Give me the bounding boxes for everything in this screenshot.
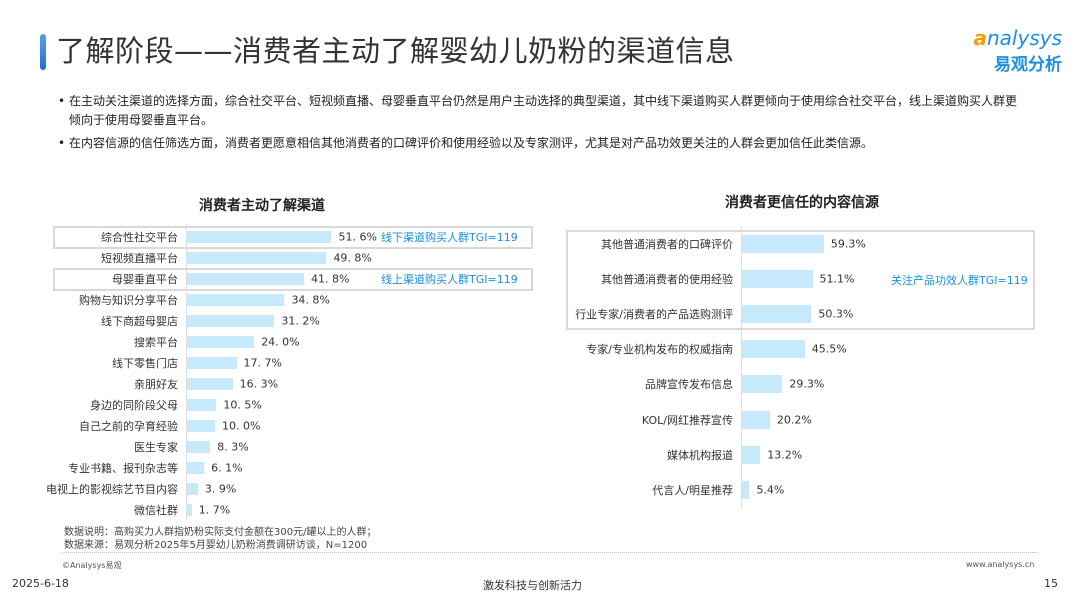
value-label: 20.2% (776, 413, 812, 426)
value-label: 59.3% (830, 237, 866, 251)
bar (742, 480, 750, 499)
category-label: 身边的同阶段父母 (90, 399, 178, 412)
y-axis-line (186, 224, 187, 520)
title-accent-bar (40, 34, 46, 70)
category-label: 自己之前的孕育经验 (79, 420, 178, 433)
value-label: 51.1% (819, 272, 855, 286)
category-label: 其他普通消费者的口碑评价 (601, 238, 733, 251)
value-label: 10. 0% (222, 419, 261, 433)
category-label: 其他普通消费者的使用经验 (601, 273, 733, 287)
category-label: 短视频直播平台 (101, 252, 178, 265)
bar (742, 235, 824, 253)
value-label: 24. 0% (261, 335, 300, 349)
category-label: 媒体机构报道 (667, 448, 733, 462)
bar (187, 252, 327, 264)
data-source: 数据来源：易观分析2025年5月婴幼儿奶粉消费调研访谈，N=1200 (64, 540, 368, 551)
bar (187, 420, 215, 432)
category-label: 线下商超母婴店 (101, 315, 178, 328)
bar (742, 410, 770, 429)
value-label: 10. 5% (223, 398, 262, 412)
bar (187, 399, 217, 411)
bar (187, 441, 211, 453)
bar (187, 273, 305, 285)
value-label: 17. 7% (243, 356, 282, 370)
page-number: 15 (1044, 577, 1058, 590)
tgi-annotation: 线上渠道购买人群TGI=119 (381, 273, 518, 286)
value-label: 45.5% (811, 342, 847, 356)
value-label: 41. 8% (311, 272, 350, 286)
highlight-box (53, 268, 533, 291)
page-title: 了解阶段——消费者主动了解婴幼儿奶粉的渠道信息 (56, 34, 735, 68)
bar (187, 483, 198, 495)
bar (742, 445, 761, 464)
bar (187, 294, 285, 306)
bar (187, 504, 192, 516)
value-label: 49. 8% (333, 251, 372, 265)
value-label: 6. 1% (211, 461, 243, 475)
bullet-point: • 在内容信源的信任筛选方面，消费者更愿意相信其他消费者的口碑评价和使用经验以及专… (58, 136, 874, 150)
analysys-logo: analysys 易观分析 (973, 26, 1063, 75)
value-label: 8. 3% (217, 440, 249, 454)
tgi-annotation: 关注产品功效人群TGI=119 (891, 274, 1028, 287)
value-label: 50.3% (818, 307, 854, 321)
category-label: 微信社群 (134, 504, 178, 517)
slogan: 激发科技与创新活力 (483, 579, 582, 592)
website: www.analysys.cn (966, 560, 1035, 569)
bar (742, 270, 813, 289)
category-label: 线下零售门店 (112, 357, 178, 370)
value-label: 31. 2% (281, 314, 320, 328)
data-description: 数据说明：高购买力人群指奶粉实际支付金额在300元/罐以上的人群； (64, 527, 377, 538)
category-label: 行业专家/消费者的产品选购测评 (575, 308, 733, 322)
left-chart-title: 消费者主动了解渠道 (199, 198, 325, 214)
y-axis-line (741, 226, 742, 508)
category-label: 代言人/明星推荐 (652, 483, 733, 497)
value-label: 13.2% (767, 448, 803, 462)
category-label: 电视上的影视综艺节目内容 (46, 483, 178, 496)
bar (742, 305, 812, 324)
category-label: KOL/网红推荐宣传 (641, 413, 733, 427)
bar (187, 462, 205, 474)
category-label: 综合性社交平台 (101, 231, 178, 244)
bullet-point: • 在主动关注渠道的选择方面，综合社交平台、短视频直播、母婴垂直平台仍然是用户主动… (58, 94, 1018, 127)
copyright: ©Analysys易观 (62, 561, 122, 570)
value-label: 29.3% (789, 377, 825, 391)
category-label: 购物与知识分享平台 (79, 294, 178, 307)
category-label: 专业书籍、报刊杂志等 (68, 462, 178, 475)
bar (742, 375, 783, 394)
category-label: 搜索平台 (134, 336, 178, 349)
right-chart-title: 消费者更信任的内容信源 (725, 195, 879, 211)
bar (187, 357, 237, 369)
bar (187, 315, 275, 327)
tgi-annotation: 线下渠道购买人群TGI=119 (381, 231, 518, 244)
footer-divider (62, 552, 1037, 553)
category-label: 亲朋好友 (134, 378, 178, 391)
category-label: 母婴垂直平台 (112, 273, 178, 286)
category-label: 品牌宣传发布信息 (645, 378, 733, 392)
value-label: 1. 7% (198, 503, 231, 517)
value-label: 51. 6% (338, 230, 377, 244)
value-label: 5.4% (756, 483, 785, 497)
bar (187, 336, 255, 348)
bar (187, 231, 332, 243)
value-label: 34. 8% (291, 293, 330, 307)
highlight-box (53, 226, 533, 249)
category-label: 医生专家 (134, 441, 178, 454)
bar (742, 340, 805, 359)
bar (187, 378, 233, 390)
value-label: 16. 3% (239, 377, 279, 391)
category-label: 专家/专业机构发布的权威指南 (586, 343, 733, 357)
value-label: 3. 9% (204, 482, 237, 496)
highlight-box (566, 230, 1035, 330)
date: 2025-6-18 (12, 577, 69, 590)
